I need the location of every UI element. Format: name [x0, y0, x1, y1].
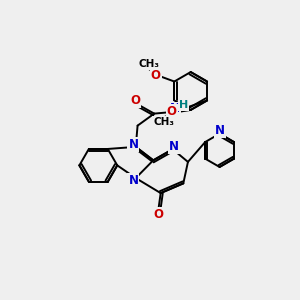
- Text: N: N: [170, 103, 180, 116]
- Text: CH₃: CH₃: [153, 117, 174, 127]
- Text: N: N: [214, 124, 225, 137]
- Text: O: O: [151, 69, 161, 82]
- Text: H: H: [179, 100, 188, 110]
- Text: O: O: [130, 94, 140, 107]
- Text: O: O: [167, 105, 177, 118]
- Text: N: N: [128, 174, 138, 187]
- Text: N: N: [169, 140, 179, 153]
- Text: CH₃: CH₃: [138, 59, 159, 69]
- Text: N: N: [128, 138, 138, 151]
- Text: O: O: [153, 208, 164, 221]
